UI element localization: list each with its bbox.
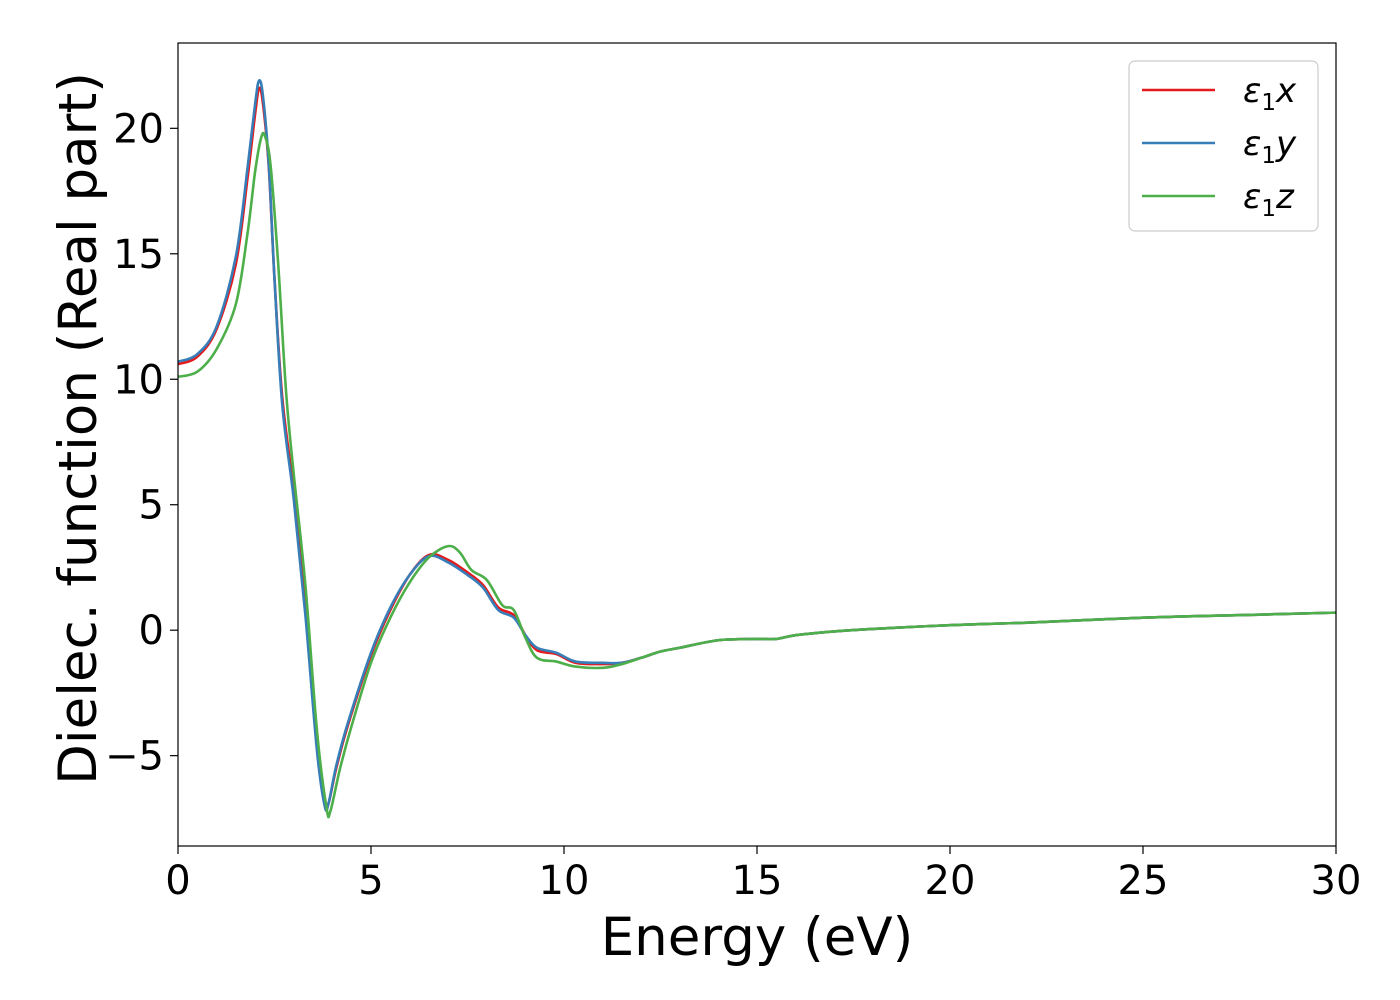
x-axis-label: Energy (eV) <box>601 907 914 968</box>
legend-label-y: ε1y <box>1243 124 1297 169</box>
y-tick-label: 15 <box>113 232 164 278</box>
series-layer <box>178 79 1336 819</box>
series-line-z <box>178 131 1336 819</box>
x-tick-label: 10 <box>539 858 590 904</box>
x-tick-label: 30 <box>1311 858 1362 904</box>
legend-frame <box>1128 60 1319 232</box>
x-tick-label: 25 <box>1118 858 1169 904</box>
x-tick-label: 15 <box>732 858 783 904</box>
x-tick-label: 20 <box>925 858 976 904</box>
y-axis: −5 0 5 10 15 20 <box>105 106 178 780</box>
x-axis: 0 5 10 15 20 25 30 <box>165 846 1361 904</box>
y-tick-label: 5 <box>139 483 164 529</box>
y-tick-label: 0 <box>139 608 164 654</box>
legend-label-x: ε1x <box>1243 71 1297 116</box>
x-tick-label: 0 <box>165 858 190 904</box>
y-tick-label: 10 <box>113 357 164 403</box>
legend-label-z: ε1z <box>1243 177 1295 222</box>
y-tick-label: −5 <box>105 734 164 780</box>
y-axis-label: Dielec. function (Real part) <box>48 72 109 785</box>
x-tick-label: 5 <box>358 858 383 904</box>
y-tick-label: 20 <box>113 106 164 152</box>
legend: ε1x ε1y ε1z <box>1128 60 1319 232</box>
